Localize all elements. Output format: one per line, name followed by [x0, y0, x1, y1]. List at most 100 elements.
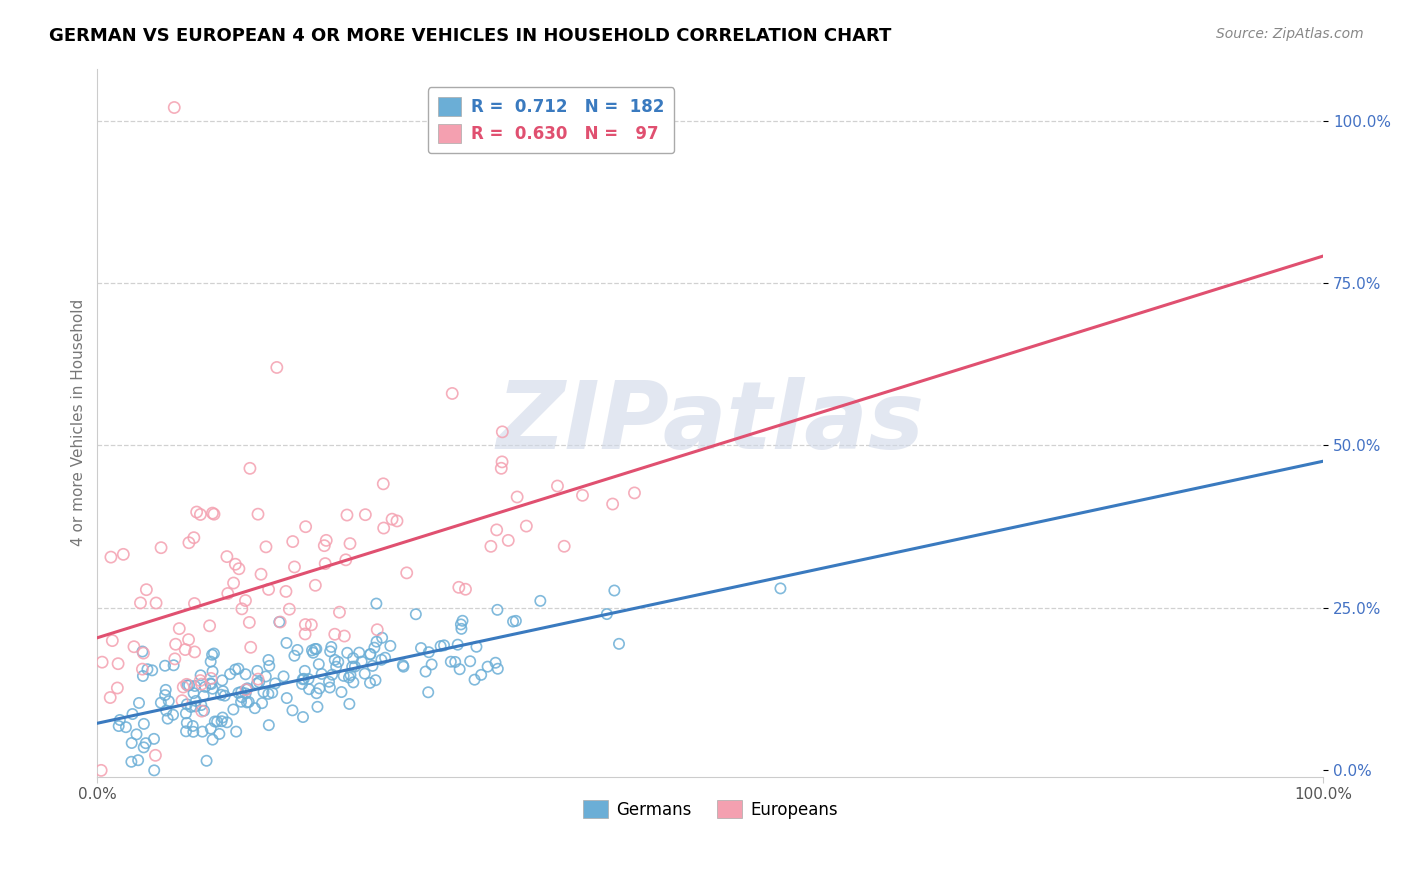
- Point: [200, 676, 222, 690]
- Point: [274, 584, 297, 599]
- Point: [342, 651, 364, 665]
- Point: [254, 669, 277, 683]
- Point: [141, 664, 163, 678]
- Point: [224, 663, 246, 677]
- Point: [235, 667, 257, 681]
- Point: [181, 724, 204, 739]
- Text: Source: ZipAtlas.com: Source: ZipAtlas.com: [1216, 27, 1364, 41]
- Point: [529, 594, 551, 608]
- Point: [174, 724, 197, 739]
- Point: [304, 642, 326, 657]
- Point: [201, 665, 224, 679]
- Point: [484, 656, 506, 670]
- Point: [769, 582, 792, 596]
- Point: [415, 665, 437, 679]
- Point: [323, 627, 346, 641]
- Point: [491, 461, 513, 475]
- Legend: Germans, Europeans: Germans, Europeans: [576, 793, 845, 825]
- Point: [354, 508, 377, 522]
- Point: [314, 539, 336, 553]
- Point: [392, 659, 415, 673]
- Point: [361, 659, 384, 673]
- Y-axis label: 4 or more Vehicles in Household: 4 or more Vehicles in Household: [72, 299, 86, 546]
- Point: [298, 682, 321, 697]
- Point: [315, 533, 337, 548]
- Point: [238, 615, 260, 630]
- Point: [264, 676, 287, 690]
- Point: [128, 696, 150, 710]
- Point: [131, 644, 153, 658]
- Point: [135, 582, 157, 597]
- Point: [297, 672, 319, 686]
- Point: [281, 534, 304, 549]
- Point: [328, 605, 350, 619]
- Point: [131, 662, 153, 676]
- Point: [319, 681, 342, 695]
- Point: [201, 648, 224, 662]
- Point: [347, 646, 370, 660]
- Point: [136, 662, 159, 676]
- Point: [235, 682, 257, 697]
- Point: [200, 655, 222, 669]
- Point: [183, 686, 205, 700]
- Point: [186, 505, 208, 519]
- Point: [155, 682, 177, 697]
- Point: [202, 647, 225, 661]
- Point: [239, 461, 262, 475]
- Point: [465, 640, 488, 654]
- Point: [184, 699, 207, 714]
- Point: [101, 633, 124, 648]
- Point: [447, 580, 470, 594]
- Point: [491, 455, 513, 469]
- Point: [120, 755, 142, 769]
- Point: [515, 519, 537, 533]
- Point: [238, 695, 260, 709]
- Point: [162, 707, 184, 722]
- Point: [115, 720, 138, 734]
- Point: [485, 523, 508, 537]
- Point: [149, 696, 172, 710]
- Point: [247, 675, 270, 690]
- Point: [236, 681, 259, 696]
- Point: [91, 655, 114, 669]
- Point: [125, 727, 148, 741]
- Point: [308, 681, 330, 696]
- Point: [179, 678, 201, 692]
- Point: [132, 646, 155, 660]
- Point: [184, 694, 207, 708]
- Point: [231, 690, 253, 705]
- Point: [305, 642, 328, 657]
- Point: [283, 560, 305, 574]
- Point: [212, 684, 235, 698]
- Point: [440, 655, 463, 669]
- Point: [205, 714, 228, 729]
- Point: [607, 637, 630, 651]
- Point: [217, 586, 239, 600]
- Point: [177, 632, 200, 647]
- Point: [571, 488, 593, 502]
- Point: [204, 714, 226, 729]
- Point: [470, 668, 492, 682]
- Point: [350, 655, 373, 669]
- Point: [145, 748, 167, 763]
- Point: [228, 686, 250, 700]
- Point: [276, 691, 298, 706]
- Point: [335, 553, 357, 567]
- Point: [143, 731, 166, 746]
- Point: [450, 622, 472, 636]
- Point: [215, 549, 238, 564]
- Point: [201, 506, 224, 520]
- Point: [201, 732, 224, 747]
- Point: [359, 676, 381, 690]
- Point: [257, 718, 280, 732]
- Point: [506, 490, 529, 504]
- Point: [200, 672, 222, 686]
- Point: [90, 764, 112, 778]
- Point: [380, 639, 402, 653]
- Point: [215, 715, 238, 730]
- Point: [281, 703, 304, 717]
- Point: [190, 508, 212, 522]
- Point: [176, 678, 198, 692]
- Point: [156, 712, 179, 726]
- Point: [359, 648, 381, 662]
